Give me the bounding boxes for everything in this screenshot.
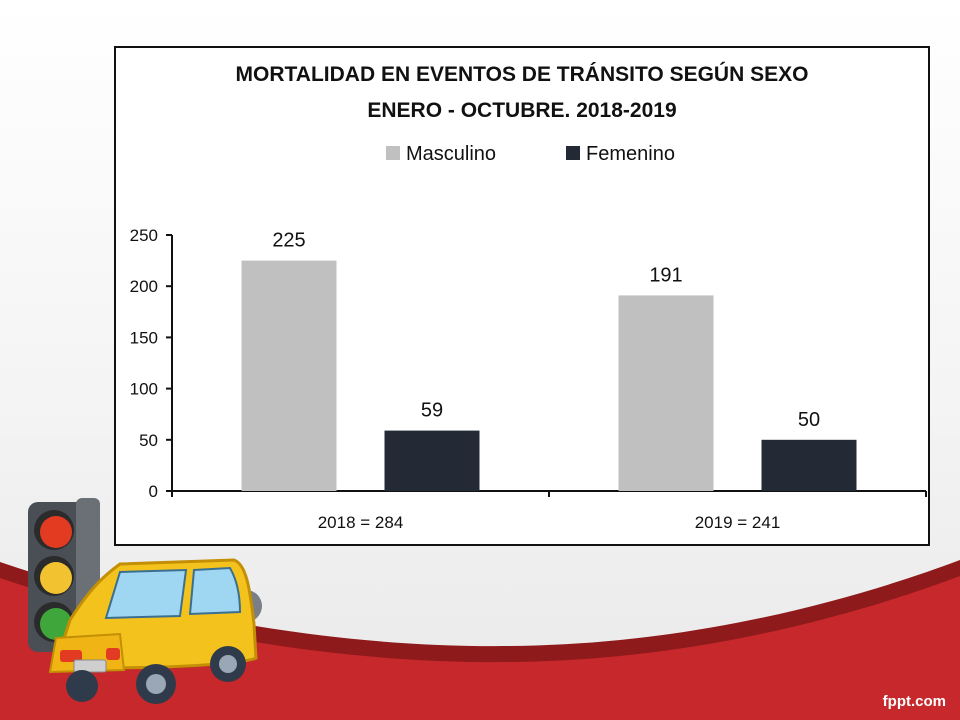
y-tick-label: 250 (130, 226, 158, 245)
legend-swatch-masculino (386, 146, 400, 160)
y-tick-label: 200 (130, 277, 158, 296)
y-tick-label: 100 (130, 380, 158, 399)
legend: Masculino Femenino (386, 143, 675, 165)
wave (0, 576, 960, 720)
chart-frame: MORTALIDAD EN EVENTOS DE TRÁNSITO SEGÚN … (114, 46, 930, 546)
data-label: 50 (798, 409, 820, 431)
yellow-car-icon (48, 558, 262, 704)
bar-femenino (384, 430, 480, 491)
bar-masculino (618, 295, 714, 491)
chart-title: MORTALIDAD EN EVENTOS DE TRÁNSITO SEGÚN … (236, 62, 809, 86)
brand-watermark: fppt.com (882, 693, 946, 710)
y-tick-label: 50 (139, 431, 158, 450)
data-label: 191 (649, 264, 682, 286)
bars: 225 59 191 50 (241, 230, 857, 491)
bar-chart: MORTALIDAD EN EVENTOS DE TRÁNSITO SEGÚN … (130, 62, 927, 532)
data-label: 59 (421, 400, 443, 422)
data-label: 225 (272, 230, 305, 252)
x-category-label: 2018 = 284 (318, 513, 404, 532)
y-tick-label: 150 (130, 328, 158, 347)
bar-masculino (241, 260, 337, 491)
legend-swatch-femenino (566, 146, 580, 160)
y-tick-label: 0 (149, 482, 158, 501)
legend-label-masculino: Masculino (406, 143, 496, 165)
traffic-light-and-car-illustration (28, 498, 262, 704)
legend-label-femenino: Femenino (586, 143, 675, 165)
chart-subtitle: ENERO - OCTUBRE. 2018-2019 (367, 99, 676, 122)
traffic-light-icon (28, 498, 100, 652)
x-category-label: 2019 = 241 (695, 513, 781, 532)
bar-femenino (761, 439, 857, 491)
